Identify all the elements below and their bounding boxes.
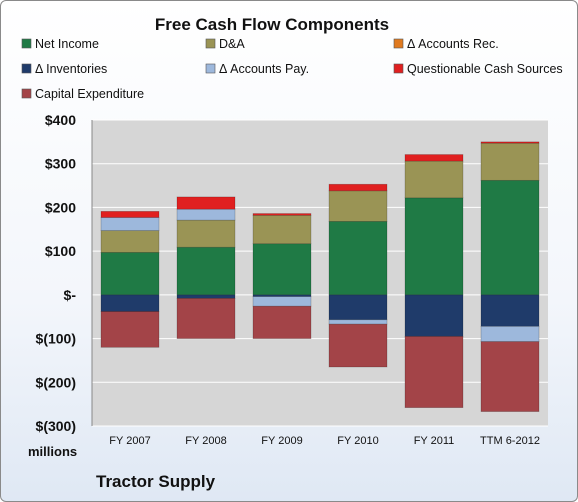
chart-title: Free Cash Flow Components	[155, 15, 389, 34]
legend-label: Questionable Cash Sources	[407, 62, 563, 76]
y-tick-label: $-	[64, 287, 77, 303]
bar-segment	[176, 246, 236, 296]
legend-swatch	[393, 38, 404, 49]
bar-segment	[252, 213, 312, 216]
bar-segment	[252, 243, 312, 296]
y-tick-label: $200	[45, 199, 76, 215]
legend-label: Capital Expenditure	[35, 87, 144, 101]
legend-swatch	[21, 88, 32, 99]
bar-segment	[252, 305, 312, 339]
bar-segment	[100, 311, 160, 348]
legend-label: Δ Accounts Rec.	[407, 37, 499, 51]
bar-segment	[328, 221, 388, 296]
legend-swatch	[393, 63, 404, 74]
bar-segment	[176, 196, 236, 210]
bar-segment	[404, 154, 464, 162]
legend-swatch	[21, 63, 32, 74]
y-tick-label: $300	[45, 156, 76, 172]
bar-segment	[176, 294, 236, 299]
legend-swatch	[205, 38, 216, 49]
x-tick-labels: FY 2007 FY 2008 FY 2009 FY 2010 FY 2011 TTM 6…	[109, 435, 540, 447]
bar-segment	[404, 160, 464, 199]
bar-segment	[100, 211, 160, 218]
x-tick-label: FY 2010	[337, 435, 378, 447]
bar-segment	[328, 190, 388, 222]
y-tick-label: $(300)	[36, 418, 76, 434]
bar-segment	[252, 296, 312, 307]
legend-label: D&A	[219, 37, 245, 51]
legend-swatch	[205, 63, 216, 74]
bar-segment	[480, 142, 540, 181]
y-tick-labels: $400 $300 $200 $100 $- $(100) $(200) $(300)	[36, 112, 77, 434]
bar-segment	[328, 294, 388, 321]
x-tick-label: FY 2009	[261, 435, 302, 447]
legend-label: Net Income	[35, 37, 99, 51]
bar-segment	[176, 298, 236, 339]
bar-segment	[100, 217, 160, 231]
bar-segment	[480, 294, 540, 327]
bar-segment	[480, 179, 540, 296]
x-tick-label: TTM 6-2012	[480, 435, 540, 447]
x-tick-label: FY 2007	[109, 435, 150, 447]
bar-segment	[404, 197, 464, 296]
bar-segment	[252, 214, 312, 245]
plot-area	[92, 120, 548, 426]
bar-segment	[176, 219, 236, 248]
bar-segment	[404, 336, 464, 408]
bars	[100, 141, 540, 412]
bar-segment	[100, 252, 160, 296]
legend-label: Δ Inventories	[35, 62, 107, 76]
bar-segment	[480, 341, 540, 412]
bar-segment	[176, 208, 236, 221]
legend: Net Income D&A Δ Accounts Rec. Δ Inventorie…	[21, 37, 563, 101]
unit-label: millions	[28, 444, 77, 459]
bar-segment	[328, 183, 388, 192]
x-tick-label: FY 2011	[414, 435, 455, 447]
y-tick-label: $400	[45, 112, 76, 128]
y-tick-label: $100	[45, 243, 76, 259]
bar-segment	[480, 141, 540, 144]
bar-segment	[404, 294, 464, 337]
bar-segment	[328, 323, 388, 368]
bar-segment	[328, 319, 388, 325]
legend-label: Δ Accounts Pay.	[219, 62, 309, 76]
gridlines	[92, 119, 548, 427]
company-name: Tractor Supply	[96, 472, 216, 491]
x-tick-label: FY 2008	[185, 435, 226, 447]
y-tick-label: $(200)	[36, 374, 76, 390]
y-tick-label: $(100)	[36, 331, 76, 347]
bar-segment	[100, 294, 160, 312]
legend-swatch	[21, 38, 32, 49]
bar-segment	[100, 230, 160, 253]
bar-segment	[480, 325, 540, 342]
